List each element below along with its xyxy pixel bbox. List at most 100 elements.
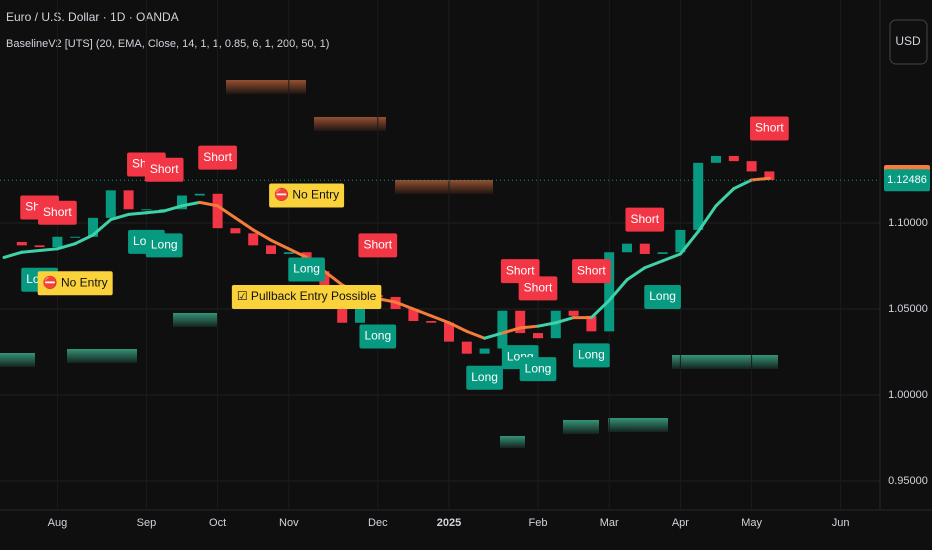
signal-box: [625, 207, 665, 232]
candle: [497, 310, 508, 349]
signal-box: [358, 233, 398, 258]
y-tick-label: 1.05000: [888, 303, 928, 315]
baseline-segment: [536, 321, 558, 328]
candle: [728, 155, 739, 162]
candle: [266, 245, 276, 254]
signal-box: [288, 257, 325, 282]
signal-box: [466, 365, 503, 390]
baseline-segment: [109, 212, 131, 222]
candle: [70, 236, 81, 238]
baseline-segment: [162, 204, 184, 213]
baseline-segment: [696, 204, 718, 234]
signal: Short: [518, 276, 558, 301]
candle: [141, 209, 152, 211]
signal-label: Long: [525, 361, 552, 375]
candle: [177, 195, 187, 210]
signal-label: Long: [364, 329, 391, 343]
candle: [105, 190, 116, 218]
baseline-segment: [661, 252, 682, 263]
zone: [173, 313, 217, 327]
price-label-box: [884, 169, 930, 192]
signal-label: Short: [506, 263, 535, 277]
signal: ⛔ No Entry: [37, 271, 113, 296]
signal: Long: [145, 233, 183, 258]
candle: [533, 333, 543, 339]
zone: [314, 117, 386, 131]
signal: Long: [359, 324, 397, 349]
candle: [444, 322, 454, 342]
signal: Short: [358, 233, 398, 258]
signal-label: Long: [649, 289, 676, 303]
signal-box: [145, 233, 183, 258]
baseline-segment: [251, 228, 273, 242]
candle: [568, 310, 579, 316]
baseline-segment: [198, 200, 220, 208]
baseline-segment: [589, 298, 611, 320]
signal: Long: [466, 365, 503, 390]
candle: [515, 310, 526, 334]
baseline-segment: [233, 216, 255, 232]
signal-label: Long: [578, 348, 605, 362]
signal: Short: [144, 157, 184, 182]
candle: [34, 245, 45, 248]
x-tick-label: Oct: [209, 517, 226, 529]
baseline-segment: [607, 278, 629, 302]
baseline-segment: [483, 331, 504, 340]
y-tick-label: 1.00000: [888, 389, 928, 401]
indicator-title: BaselineV2 [UTS] (20, EMA, Close, 14, 1,…: [6, 38, 329, 50]
symbol-title: Euro / U.S. Dollar · 1D · OANDA: [6, 10, 179, 24]
baseline-segment: [38, 247, 59, 253]
currency-label[interactable]: USD: [895, 34, 921, 48]
signal-label: Long: [471, 370, 498, 384]
candle: [88, 217, 98, 237]
signal-box: [750, 116, 789, 141]
baseline-segment: [216, 204, 237, 220]
zone: [563, 420, 599, 434]
x-tick-label: 2025: [437, 517, 461, 529]
x-tick-label: Jun: [832, 517, 850, 529]
candle: [550, 310, 561, 339]
zone: [0, 353, 35, 367]
signal: Long: [573, 343, 610, 368]
signal-box: [231, 284, 382, 309]
baseline-segment: [500, 326, 522, 335]
signal-label: ⛔ No Entry: [274, 188, 339, 202]
signal-label: Long: [151, 238, 178, 252]
baseline-segment: [2, 250, 24, 259]
y-tick-label: 0.95000: [888, 475, 928, 487]
baseline-segment: [20, 249, 42, 254]
signal-label: Short: [150, 162, 179, 176]
baseline-segment: [127, 211, 148, 216]
baseline-segment: [322, 269, 344, 287]
signal-label: Short: [577, 263, 606, 277]
candle: [408, 308, 419, 322]
candle: [194, 193, 205, 196]
candle: [355, 295, 365, 323]
zone: [226, 80, 306, 94]
baseline-segment: [73, 233, 95, 246]
zone: [672, 355, 778, 369]
candle: [248, 233, 259, 246]
baseline-segment: [180, 200, 202, 208]
signal: ⛔ No Entry: [269, 183, 345, 208]
signal: Short: [198, 145, 237, 170]
candle: [52, 236, 63, 248]
baseline-segment: [732, 178, 754, 191]
candle: [586, 315, 597, 332]
baseline-segment: [518, 324, 540, 330]
baseline-segment: [678, 230, 700, 256]
candle: [16, 241, 27, 246]
price-label: 1.12486: [887, 174, 927, 186]
candle: [479, 348, 490, 354]
signal-label: Short: [755, 121, 784, 135]
candle: [639, 243, 650, 254]
baseline-segment: [55, 242, 77, 251]
signal: Long: [519, 357, 557, 382]
signal: Long: [644, 284, 681, 309]
baseline-segment: [144, 209, 166, 215]
candle: [230, 228, 241, 234]
currency-button[interactable]: [889, 19, 928, 65]
signal-label: Short: [363, 238, 392, 252]
